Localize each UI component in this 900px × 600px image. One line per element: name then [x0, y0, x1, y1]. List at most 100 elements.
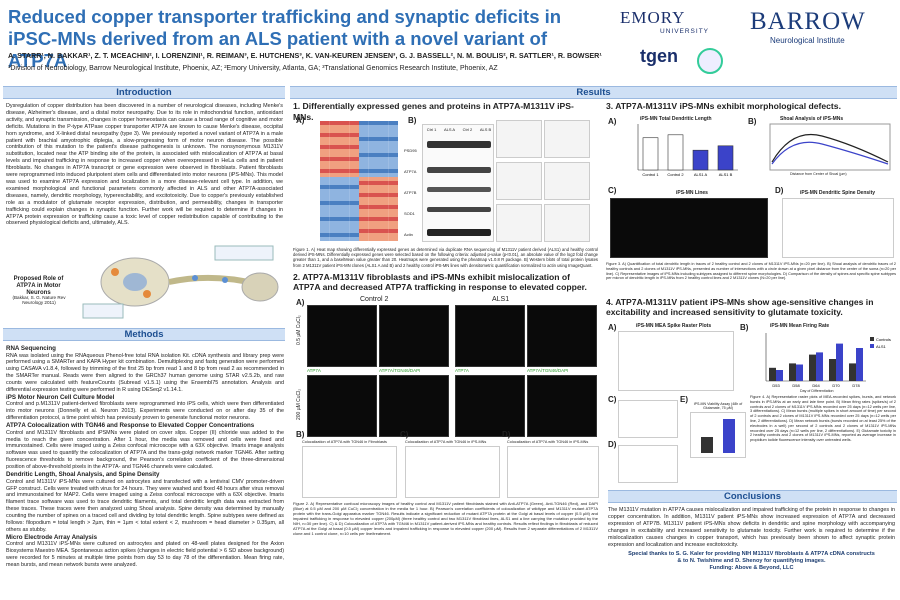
heatmap-cell [388, 169, 398, 173]
heatmap-cell [368, 201, 379, 205]
heatmap-cell [359, 173, 369, 177]
row-label-high-copper: 200 µM CuCl₂ [296, 388, 302, 420]
heatmap-cell [388, 181, 398, 185]
funding: Funding: Above & Beyond, LLC [709, 565, 794, 572]
heatmap-cell [378, 137, 389, 141]
panel-label: B) [296, 430, 305, 439]
heatmap-cell [388, 137, 398, 141]
heatmap-cell [378, 205, 389, 209]
panel-label: B) [740, 323, 749, 332]
channel-label-atp7a: ATP7A [307, 368, 321, 373]
heatmap-cell [359, 165, 369, 169]
methods-text: Control and M1311V fibroblasts and iPSMN… [6, 429, 284, 471]
heatmap-cell [359, 201, 369, 205]
heatmap-cell [349, 141, 359, 145]
heatmap-cell [378, 145, 389, 149]
heatmap-cell [329, 149, 340, 153]
blot-row: SOD1 [404, 211, 415, 216]
tick-label: Control 2 [667, 172, 684, 177]
heatmap-cell [359, 161, 369, 165]
legend-label: ALS1 [876, 344, 887, 349]
heatmap-cell [388, 193, 398, 197]
heatmap-cell [378, 149, 389, 153]
bar [856, 348, 863, 381]
heatmap-cell [329, 153, 340, 157]
heatmap-cell [320, 197, 330, 201]
heatmap-cell [339, 237, 350, 241]
heatmap-cell [329, 197, 340, 201]
methods-heading: iPS Motor Neuron Cell Culture Model [6, 393, 115, 401]
heatmap-cell [320, 165, 330, 169]
heatmap-cell [388, 217, 398, 221]
heatmap-cell [368, 197, 379, 201]
heatmap-cell [320, 145, 330, 149]
acknowledgement-1: Special thanks to S. G. Kaler for provid… [628, 551, 875, 558]
heatmap-cell [320, 233, 330, 237]
heatmap-cell [378, 181, 389, 185]
heatmap-cell [329, 181, 340, 185]
authors: A. STARR¹, N. BAKKAR¹, Z. T. MCEACHIN², … [8, 51, 602, 60]
panel-3a-title: iPS-MN Total Dendritic Length [640, 116, 712, 122]
heatmap-cell [339, 225, 350, 229]
heatmap-cell [359, 125, 369, 129]
heatmap-cell [339, 149, 350, 153]
bar [769, 367, 776, 381]
heatmap-cell [329, 157, 340, 161]
tick-label: Control 1 [642, 172, 659, 177]
bar [717, 145, 734, 171]
figure-2-caption: Figure 2. A) Representative confocal mic… [293, 501, 598, 536]
confocal-image-als-high-merge [527, 375, 597, 437]
heatmap-cell [388, 185, 398, 189]
affiliations: ¹Division of Neurobiology, Barrow Neurol… [8, 65, 498, 72]
heatmap-cell [349, 221, 359, 225]
heatmap-cell [378, 197, 389, 201]
bar [816, 352, 823, 381]
heatmap-cell [349, 205, 359, 209]
heatmap-cell [349, 193, 359, 197]
heatmap-cell [368, 237, 379, 241]
heatmap-cell [359, 177, 369, 181]
panel-label: A) [608, 323, 617, 332]
result-2-title: 2. ATP7A-M1311V fibroblasts and iPS-MNs … [293, 272, 587, 292]
heatmap-cell [368, 129, 379, 133]
bar [642, 137, 659, 171]
blot-col: ALS A [443, 127, 456, 132]
panel-3d-title: iPS-MN Dendritic Spine Density [800, 190, 876, 196]
bar [836, 343, 843, 381]
heatmap-cell [368, 225, 379, 229]
tick-label: ALS1 B [719, 172, 733, 177]
blot-band [427, 167, 491, 173]
heatmap-cell [339, 185, 350, 189]
heatmap-cell [359, 145, 369, 149]
firing-xlabel: Day of Differentiation [800, 389, 834, 393]
heatmap-cell [388, 213, 398, 217]
heatmap-cell [368, 181, 379, 185]
heatmap-cell [359, 217, 369, 221]
heatmap-cell [359, 209, 369, 213]
heatmap-cell [339, 121, 350, 125]
heatmap-cell [349, 237, 359, 241]
heatmap-cell [320, 201, 330, 205]
heatmap-cell [339, 141, 350, 145]
acknowledgement-2: & to N. Twishime and D. Shenoy for quant… [677, 558, 826, 565]
heatmap-cell [388, 189, 398, 193]
heatmap-cell [349, 173, 359, 177]
results-header: Results [290, 86, 897, 99]
western-blot: Ctrl 1 ALS A Ctrl 2 ALS B [422, 124, 494, 242]
panel-label: A) [608, 117, 617, 126]
heatmap-cell [368, 165, 379, 169]
heatmap-cell [368, 157, 379, 161]
heatmap-cell [359, 221, 369, 225]
heatmap-cell [329, 237, 340, 241]
heatmap-cell [339, 181, 350, 185]
panel-label: C) [608, 186, 617, 195]
heatmap-cell [349, 125, 359, 129]
heatmap-cell [368, 153, 379, 157]
heatmap-cell [359, 157, 369, 161]
heatmap-cell [359, 181, 369, 185]
legend-label: Controls [876, 337, 891, 342]
conclusions-text: The M1311V mutation in ATP7A causes misl… [608, 507, 895, 548]
panel-4c-chart [618, 400, 678, 438]
intro-figure-cite: (Bakkar, S. G. Nature Rev Neurology 2011… [12, 295, 66, 305]
